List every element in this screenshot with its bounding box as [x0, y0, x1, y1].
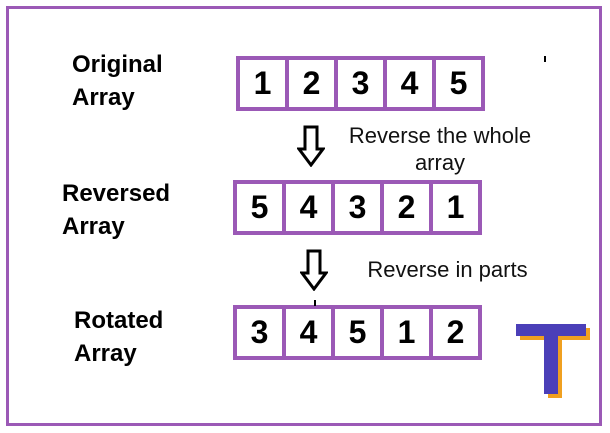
rotated-array-label: Rotated Array [74, 304, 163, 370]
step-reverse-whole: Reverse the whole array [348, 123, 532, 175]
array-cell: 4 [282, 305, 335, 360]
original-array-label-line1: Original [72, 51, 163, 78]
array-cell: 2 [380, 180, 433, 235]
t-logo-icon [516, 324, 590, 398]
array-cell: 3 [334, 56, 387, 111]
array-cell: 5 [233, 180, 286, 235]
array-cell: 5 [432, 56, 485, 111]
original-array-label: Original Array [72, 48, 163, 114]
rotated-array: 3 4 5 1 2 [233, 305, 482, 360]
array-cell: 2 [285, 56, 338, 111]
down-arrow-icon [300, 249, 328, 291]
reversed-array: 5 4 3 2 1 [233, 180, 482, 235]
array-cell: 1 [380, 305, 433, 360]
down-arrow-icon [297, 125, 325, 167]
array-cell: 4 [282, 180, 335, 235]
step-reverse-parts: Reverse in parts [367, 257, 528, 282]
rotated-array-label-line1: Rotated [74, 307, 164, 334]
reversed-array-label-line2: Array [62, 213, 125, 240]
array-cell: 2 [429, 305, 482, 360]
array-cell: 3 [233, 305, 286, 360]
array-cell: 4 [383, 56, 436, 111]
array-cell: 5 [331, 305, 384, 360]
tick-mark [544, 56, 546, 62]
original-array: 1 2 3 4 5 [236, 56, 485, 111]
original-array-label-line2: Array [72, 84, 135, 111]
reversed-array-label-line1: Reversed [62, 180, 171, 207]
tick-mark [314, 300, 316, 306]
reversed-array-label: Reversed Array [62, 177, 170, 243]
array-cell: 3 [331, 180, 384, 235]
rotated-array-label-line2: Array [74, 340, 137, 367]
array-cell: 1 [429, 180, 482, 235]
array-cell: 1 [236, 56, 289, 111]
